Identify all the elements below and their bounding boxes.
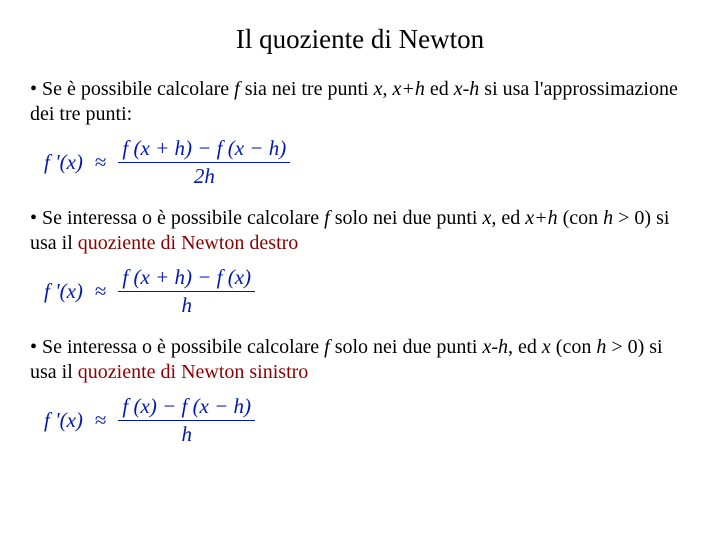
var-h: h [603,207,613,229]
text: • Se interessa o è possibile calcolare [30,336,324,358]
formula-2: f '(x) ≈ f (x + h) − f (x) h [44,266,690,317]
approx-symbol: ≈ [93,408,109,433]
text: , [382,78,392,100]
text: solo nei due punti [330,207,483,229]
fraction: f (x + h) − f (x) h [118,266,255,317]
var-x: x [542,336,551,358]
numerator: f (x + h) − f (x − h) [118,137,290,163]
text: , ed [491,207,525,229]
numerator: f (x) − f (x − h) [118,395,255,421]
text: • Se è possibile calcolare [30,78,234,100]
bullet-2: • Se interessa o è possibile calcolare f… [30,206,690,256]
denominator: 2h [194,163,215,188]
text: solo nei due punti [330,336,483,358]
formula-lhs: f '(x) [44,408,83,433]
bullet-3: • Se interessa o è possibile calcolare f… [30,335,690,385]
fraction: f (x) − f (x − h) h [118,395,255,446]
formula-lhs: f '(x) [44,150,83,175]
fraction: f (x + h) − f (x − h) 2h [118,137,290,188]
approx-symbol: ≈ [93,279,109,304]
text: (con [558,207,604,229]
denominator: h [181,421,192,446]
var-xph: x+h [392,78,424,100]
formula-3: f '(x) ≈ f (x) − f (x − h) h [44,395,690,446]
text: , ed [508,336,542,358]
text: ed [425,78,454,100]
page-title: Il quoziente di Newton [30,24,690,55]
text: sia nei tre punti [240,78,374,100]
var-xmh: x-h [454,78,480,100]
numerator: f (x + h) − f (x) [118,266,255,292]
bullet-1: • Se è possibile calcolare f sia nei tre… [30,77,690,127]
var-xph: x+h [525,207,557,229]
formula-lhs: f '(x) [44,279,83,304]
approx-symbol: ≈ [93,150,109,175]
term-destro: quoziente di Newton destro [78,232,299,254]
text: (con [551,336,597,358]
text: • Se interessa o è possibile calcolare [30,207,324,229]
var-x: x [482,207,491,229]
term-sinistro: quoziente di Newton sinistro [78,361,309,383]
var-h: h [596,336,606,358]
denominator: h [181,292,192,317]
formula-1: f '(x) ≈ f (x + h) − f (x − h) 2h [44,137,690,188]
var-xmh: x-h [482,336,508,358]
